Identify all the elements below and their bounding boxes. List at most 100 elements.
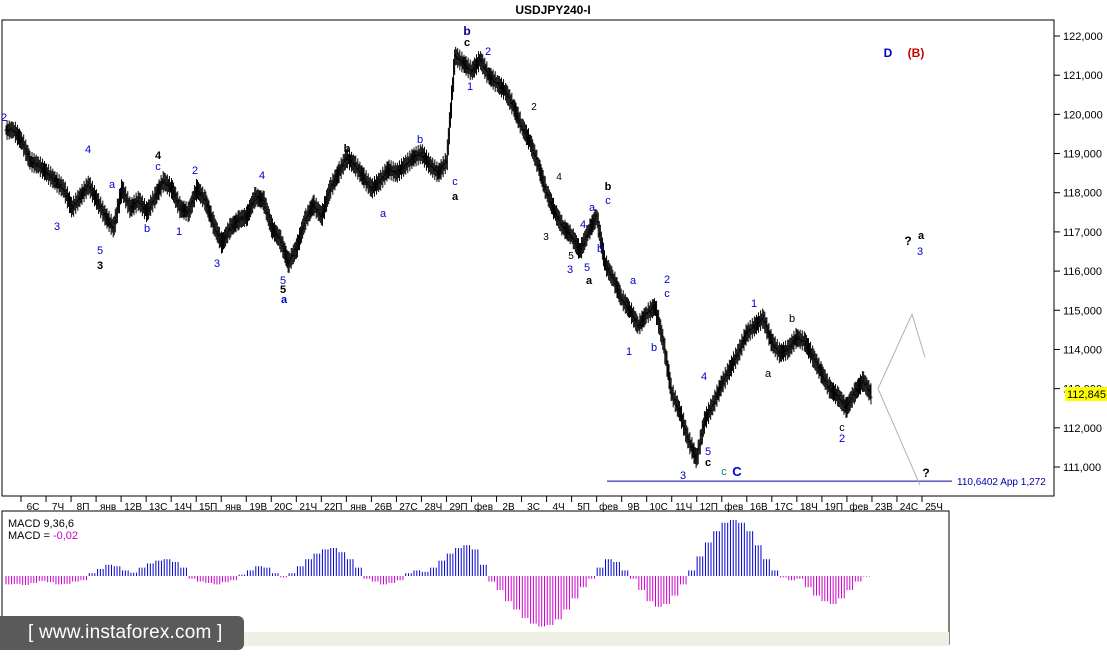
macd-label: MACD 9,36,6 bbox=[8, 518, 74, 530]
wave-label: c bbox=[839, 422, 845, 434]
y-tick-label: 118,000 bbox=[1063, 188, 1102, 200]
wave-label: a bbox=[765, 368, 772, 380]
x-tick-label: 12В bbox=[124, 502, 142, 513]
wave-label: 5 bbox=[584, 262, 590, 274]
x-tick-label: 13С bbox=[149, 502, 167, 513]
projection: 110,6402 App 1,272 bbox=[607, 312, 1046, 488]
x-tick-label: 16В bbox=[750, 502, 768, 513]
x-tick-label: фев bbox=[849, 501, 868, 513]
price-bars bbox=[4, 46, 873, 469]
wave-label: 4 bbox=[701, 371, 707, 383]
wave-label: a bbox=[109, 179, 116, 191]
macd-value-line: MACD = -0,02 bbox=[8, 530, 78, 542]
y-tick-label: 115,000 bbox=[1063, 305, 1102, 317]
x-tick-label: янв bbox=[225, 502, 241, 513]
x-tick-label: 20С bbox=[274, 502, 292, 513]
x-tick-label: 19П bbox=[825, 502, 843, 513]
price-panel-frame bbox=[1, 19, 1055, 497]
wave-label: 4 bbox=[259, 170, 265, 182]
wave-label: 4 bbox=[85, 144, 91, 156]
y-tick-label: 116,000 bbox=[1063, 266, 1102, 278]
wave-label: 2 bbox=[1, 112, 7, 124]
wave-label: 5 bbox=[705, 446, 711, 458]
wave-label: 3 bbox=[543, 232, 549, 243]
wave-label: 1 bbox=[526, 137, 532, 148]
wave-label: 2 bbox=[664, 274, 670, 286]
x-tick-label: фев bbox=[474, 501, 493, 513]
wave-label: c bbox=[452, 176, 458, 188]
wave-label: a bbox=[586, 275, 593, 287]
x-tick-label: 6C bbox=[27, 502, 40, 513]
projection-path-down bbox=[877, 388, 921, 486]
wave-label: b bbox=[344, 143, 351, 155]
wave-label: (B) bbox=[908, 46, 925, 60]
x-tick-label: 25Ч bbox=[925, 502, 943, 513]
wave-label: 3 bbox=[917, 246, 923, 258]
x-tick-label: 15П bbox=[199, 502, 217, 513]
x-tick-label: 9В bbox=[628, 502, 641, 513]
wave-label: b bbox=[463, 24, 470, 38]
x-tick-label: 10С bbox=[650, 502, 668, 513]
y-tick-label: 121,000 bbox=[1063, 70, 1103, 82]
x-tick-label: 26В bbox=[374, 502, 392, 513]
x-tick-label: 11Ч bbox=[675, 502, 692, 513]
wave-label: 1 bbox=[626, 346, 632, 358]
macd-histogram bbox=[5, 520, 870, 627]
wave-label: 2 bbox=[839, 433, 845, 445]
macd-value-prefix: MACD = bbox=[8, 530, 53, 542]
x-tick-label: 21Ч bbox=[299, 502, 317, 513]
x-tick-label: 27С bbox=[399, 502, 417, 513]
wave-label: 2 bbox=[485, 46, 491, 58]
wave-label: D bbox=[884, 46, 893, 60]
wave-label: 1 bbox=[176, 226, 182, 238]
x-tick-label: 12П bbox=[700, 502, 718, 513]
y-tick-label: 112,000 bbox=[1063, 423, 1102, 435]
y-tick-label: 120,000 bbox=[1063, 109, 1103, 121]
wave-label: a bbox=[589, 202, 596, 214]
wave-label: ? bbox=[922, 466, 929, 480]
y-tick-label: 117,000 bbox=[1063, 227, 1102, 239]
last-price-box bbox=[1065, 387, 1107, 401]
wave-label: b bbox=[144, 223, 150, 235]
wave-label: 4 bbox=[556, 172, 562, 183]
wave-label: b bbox=[651, 342, 657, 354]
x-tick-label: фев bbox=[599, 501, 618, 513]
x-tick-label: фев bbox=[724, 501, 743, 513]
wave-label: b bbox=[789, 313, 795, 325]
wave-label: b bbox=[417, 134, 423, 146]
watermark-banner bbox=[0, 616, 244, 650]
wave-label: 5 bbox=[280, 275, 286, 287]
wave-label: 3 bbox=[54, 221, 60, 233]
x-tick-label: 19В bbox=[249, 502, 267, 513]
wave-label: 3 bbox=[214, 258, 220, 270]
x-tick-label: 28Ч bbox=[425, 502, 443, 513]
wave-label: c bbox=[605, 195, 611, 207]
level-line-label: 110,6402 App 1,272 bbox=[957, 477, 1046, 488]
chart-title: USDJPY240-I bbox=[515, 3, 590, 17]
projection-path-up bbox=[877, 312, 926, 389]
watermark-url: www.instaforex.com bbox=[38, 622, 212, 643]
wave-label: b bbox=[605, 181, 612, 193]
wave-label: 4 bbox=[155, 150, 162, 162]
wave-label: c bbox=[664, 288, 670, 300]
wave-label: 2 bbox=[192, 165, 198, 177]
wave-label: b bbox=[597, 243, 603, 255]
x-tick-label: 7Ч bbox=[52, 502, 64, 513]
wave-label: C bbox=[732, 464, 742, 479]
x-tick-label: 29П bbox=[449, 502, 467, 513]
wave-label: a bbox=[630, 275, 637, 287]
wave-label: c bbox=[705, 457, 711, 469]
wave-label: a bbox=[918, 230, 925, 242]
wave-label: a bbox=[281, 294, 288, 306]
wave-label: 3 bbox=[567, 264, 573, 276]
wave-label: 5 bbox=[280, 284, 286, 296]
x-tick-label: 22П bbox=[324, 502, 342, 513]
wave-label: 4 bbox=[580, 219, 586, 231]
x-tick-label: 17С bbox=[775, 502, 793, 513]
macd-value: -0,02 bbox=[53, 530, 78, 542]
x-tick-label: 24С bbox=[900, 502, 918, 513]
x-tick-label: 14Ч bbox=[174, 502, 192, 513]
